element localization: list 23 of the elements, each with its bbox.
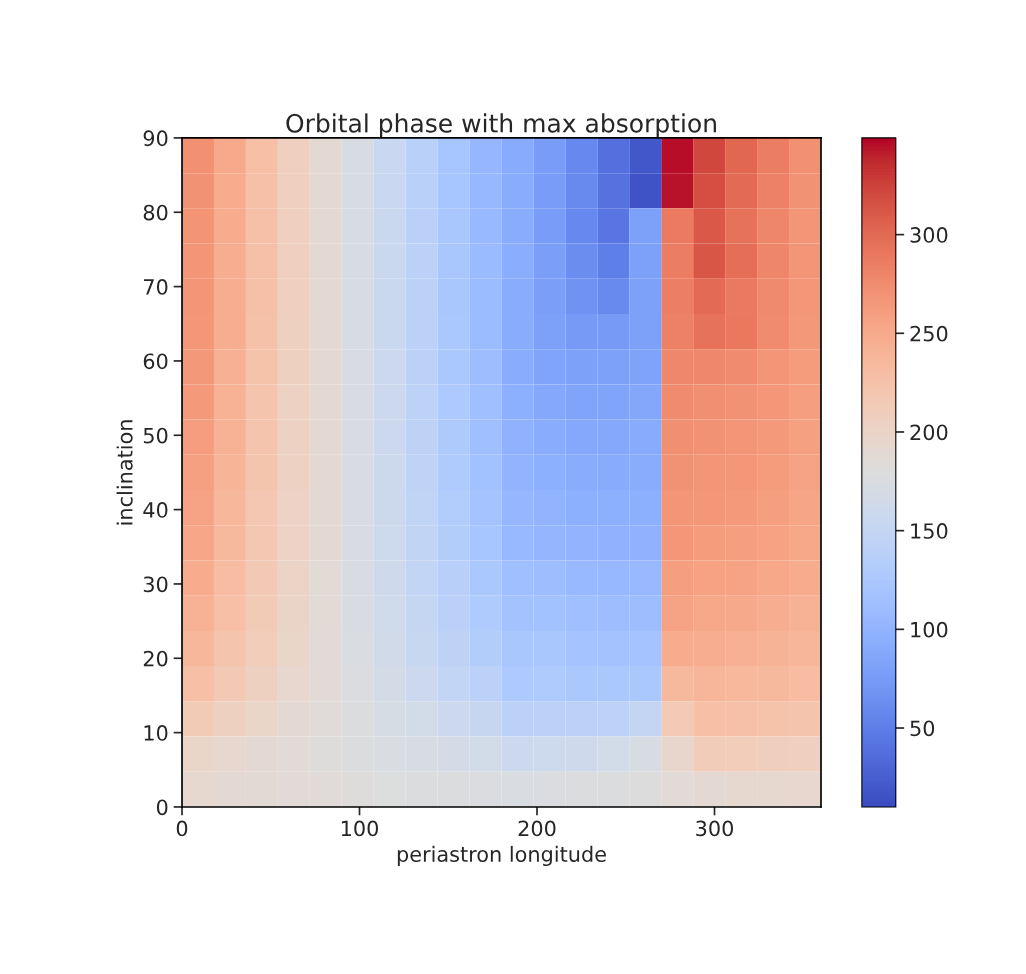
y-axis-title: inclination: [116, 420, 133, 525]
color-bar-label: 50: [910, 720, 935, 737]
x-tick-label: 200: [518, 820, 556, 837]
y-tick-label: 20: [143, 650, 168, 667]
y-tick-label: 30: [143, 576, 168, 593]
y-tick-label: 40: [143, 502, 168, 518]
x-tick-label: 300: [696, 820, 733, 837]
chart-title: Orbital phase with max absorption: [286, 113, 716, 138]
x-tick-label: 100: [341, 820, 379, 837]
color-bar-label: 100: [911, 621, 948, 638]
y-tick-label: 0: [156, 799, 168, 816]
y-tick-label: 70: [144, 279, 168, 295]
y-tick-label: 10: [144, 725, 168, 741]
y-tick-label: 90: [143, 130, 168, 147]
y-tick-label: 60: [143, 353, 168, 370]
y-tick-label: 50: [143, 427, 168, 444]
color-bar-label: 150: [911, 523, 948, 539]
y-tick-label: 80: [143, 204, 168, 221]
color-bar-label: 300: [910, 227, 948, 243]
x-tick-label: 0: [176, 820, 188, 837]
color-bar-label: 200: [910, 424, 948, 441]
color-bar-label: 250: [910, 325, 948, 342]
x-axis-title: periastron longitude: [397, 845, 606, 867]
